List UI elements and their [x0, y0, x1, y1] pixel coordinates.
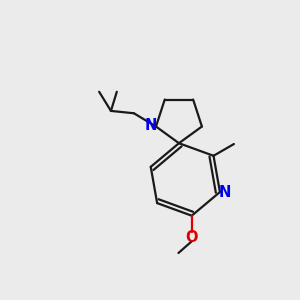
Text: N: N [145, 118, 157, 133]
Text: O: O [185, 230, 198, 245]
Text: N: N [219, 184, 231, 200]
